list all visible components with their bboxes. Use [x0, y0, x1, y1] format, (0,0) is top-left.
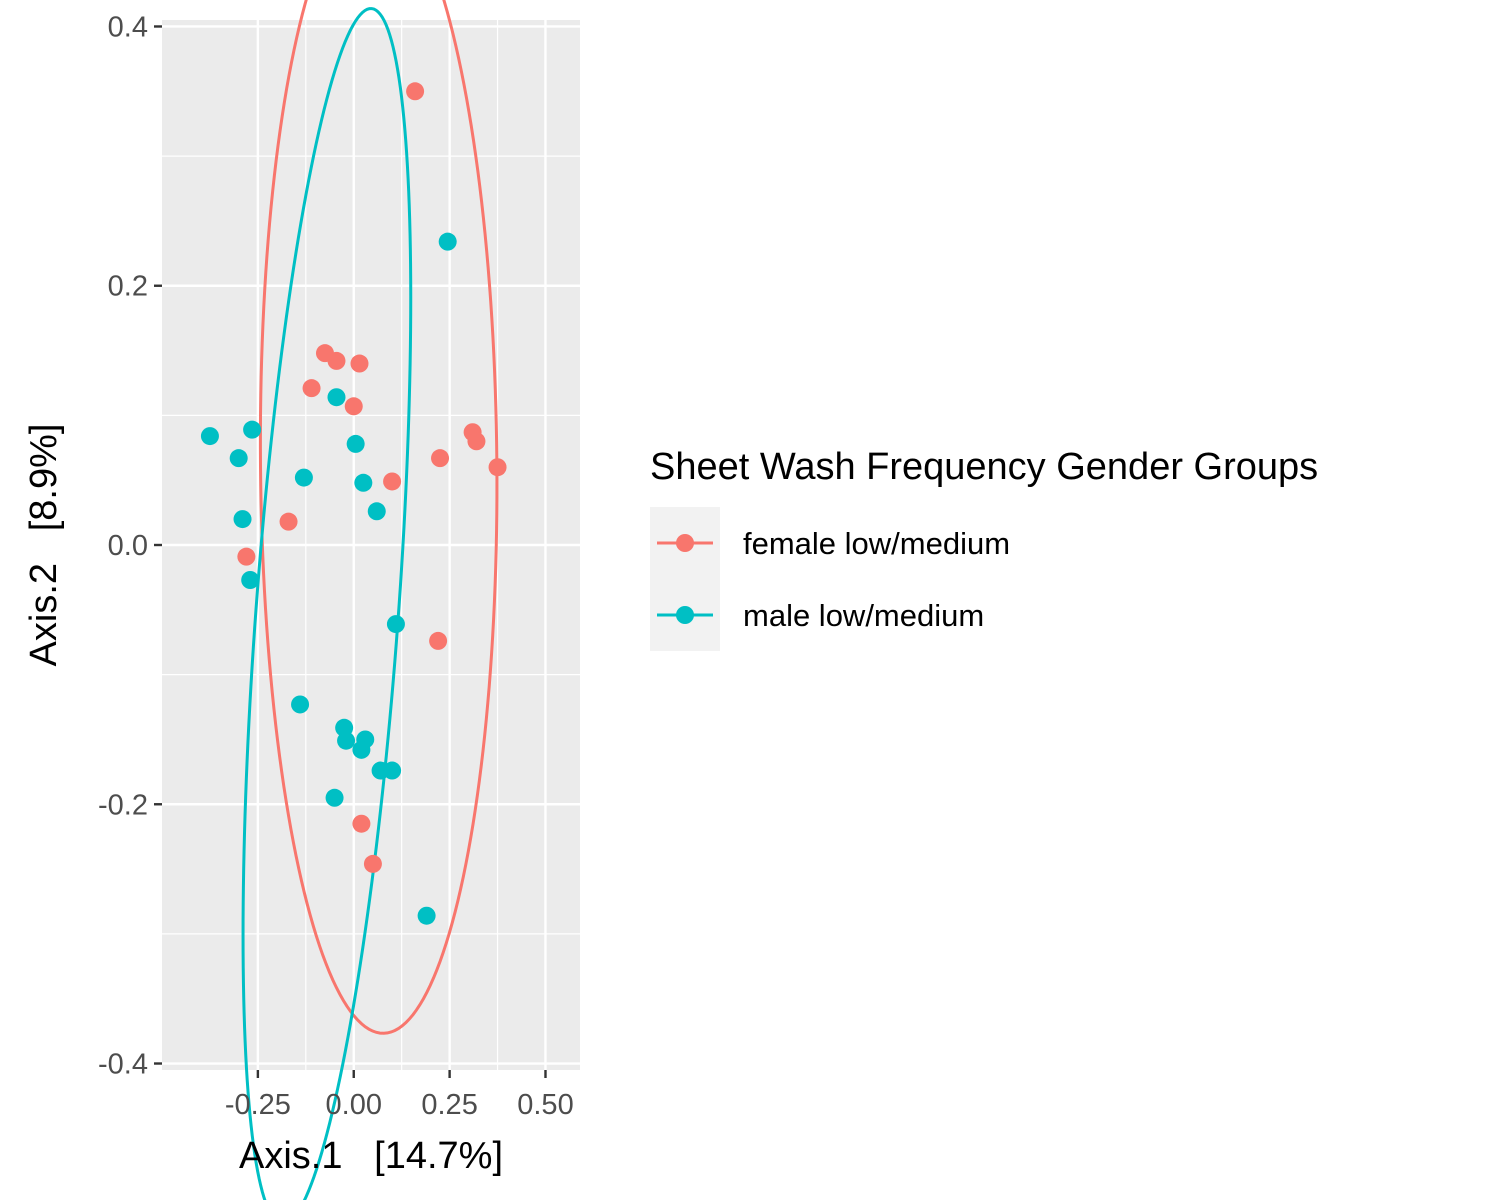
- data-point-series-0: [406, 82, 425, 101]
- data-point-series-1: [417, 906, 436, 925]
- y-axis: 0.4 0.2 0.0 -0.2 -0.4: [98, 11, 162, 1081]
- data-point-series-1: [352, 740, 371, 759]
- x-tick-label: 0.50: [517, 1089, 573, 1121]
- y-axis-label: Axis.2 [8.9%]: [23, 424, 65, 667]
- data-point-series-1: [337, 731, 356, 750]
- legend-key-background: [650, 507, 720, 651]
- data-point-series-0: [279, 512, 298, 531]
- data-point-series-1: [327, 388, 346, 407]
- grid-major: [162, 20, 580, 1070]
- data-point-series-1: [325, 788, 344, 807]
- data-point-series-1: [229, 449, 248, 468]
- x-axis: -0.25 0.00 0.25 0.50: [225, 1070, 574, 1121]
- data-point-series-0: [327, 351, 346, 370]
- data-point-series-0: [350, 354, 369, 373]
- data-point-series-0: [302, 379, 321, 398]
- y-tick-label: -0.2: [98, 789, 148, 821]
- data-point-series-0: [488, 458, 507, 477]
- data-point-series-0: [352, 814, 371, 833]
- legend-item-label: female low/medium: [743, 526, 1010, 561]
- data-point-series-0: [237, 547, 256, 566]
- data-point-series-1: [386, 615, 405, 634]
- legend: Sheet Wash Frequency Gender Groups femal…: [650, 446, 1318, 651]
- data-point-series-0: [467, 432, 486, 451]
- group-ellipses: [241, 0, 499, 1200]
- y-tick-label: 0.4: [108, 11, 148, 43]
- y-tick-label: 0.2: [108, 271, 148, 303]
- legend-items: female low/medium male low/medium: [657, 526, 1010, 633]
- data-point-series-1: [200, 427, 219, 446]
- data-point-series-1: [346, 434, 365, 453]
- data-point-series-1: [367, 502, 386, 521]
- data-point-series-1: [294, 468, 313, 487]
- legend-key-point: [676, 606, 694, 624]
- data-point-series-0: [429, 631, 448, 650]
- data-point-series-1: [243, 420, 262, 439]
- data-point-series-1: [438, 232, 457, 251]
- data-point-series-1: [354, 473, 373, 492]
- x-tick-label: 0.25: [421, 1089, 477, 1121]
- data-point-series-0: [431, 449, 450, 468]
- data-point-series-0: [344, 397, 363, 416]
- data-point-series-1: [233, 510, 252, 529]
- y-tick-label: -0.4: [98, 1049, 148, 1081]
- ellipse-series-1: [241, 7, 413, 1200]
- data-point-series-1: [241, 571, 260, 589]
- data-point-series-0: [363, 854, 382, 873]
- y-tick-label: 0.0: [108, 530, 148, 562]
- ellipse-series-0: [258, 0, 499, 1035]
- x-tick-label: -0.25: [225, 1089, 291, 1121]
- data-point-series-1: [291, 695, 310, 714]
- data-point-series-0: [383, 472, 402, 491]
- legend-item-label: male low/medium: [743, 598, 984, 633]
- data-point-series-1: [383, 761, 402, 780]
- data-points: [200, 82, 507, 925]
- x-tick-label: 0.00: [326, 1089, 382, 1121]
- x-axis-label: Axis.1 [14.7%]: [239, 1135, 503, 1177]
- legend-key-point: [676, 534, 694, 552]
- legend-title: Sheet Wash Frequency Gender Groups: [650, 446, 1318, 488]
